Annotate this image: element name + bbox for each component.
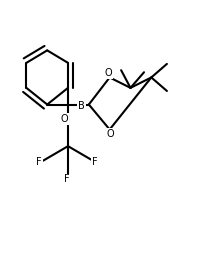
- Text: O: O: [107, 129, 115, 139]
- Text: B: B: [78, 100, 85, 111]
- Text: F: F: [64, 175, 70, 184]
- Text: F: F: [36, 157, 42, 167]
- Text: F: F: [92, 157, 97, 167]
- Text: O: O: [60, 114, 68, 124]
- Text: O: O: [105, 68, 112, 78]
